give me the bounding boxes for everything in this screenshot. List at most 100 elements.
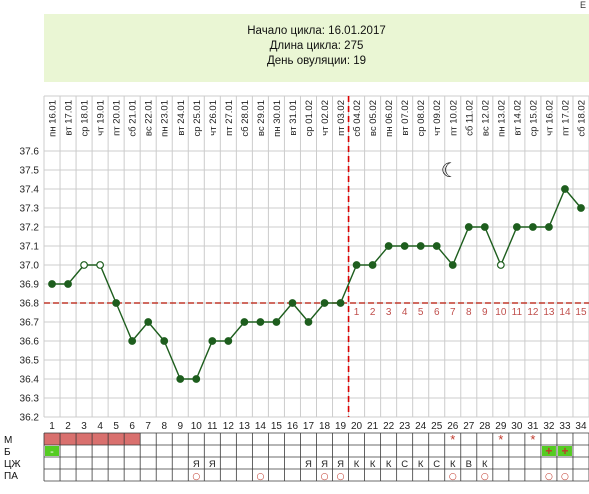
x-day-number: 23 bbox=[399, 421, 411, 432]
temperature-point bbox=[192, 375, 201, 383]
x-day-number: 9 bbox=[177, 421, 183, 432]
plus-mark: + bbox=[561, 444, 568, 458]
temperature-point bbox=[240, 318, 249, 326]
cervical-mucus-mark: Я bbox=[305, 459, 312, 470]
x-date-label: ср 25.01 bbox=[192, 100, 203, 136]
x-date-label: пн 23.01 bbox=[160, 100, 171, 137]
temperature-point bbox=[288, 299, 297, 307]
x-day-number: 10 bbox=[191, 421, 203, 432]
x-date-label: ср 18.01 bbox=[80, 100, 91, 136]
cervical-mucus-mark: Я bbox=[209, 459, 216, 470]
y-tick-label: 36.4 bbox=[20, 375, 40, 386]
temperature-point bbox=[304, 318, 313, 326]
x-date-label: сб 04.02 bbox=[352, 100, 363, 137]
intercourse-mark: ○ bbox=[337, 472, 345, 482]
temperature-point bbox=[545, 223, 553, 231]
cycle-length-text: Длина цикла: 275 bbox=[269, 40, 364, 52]
y-tick-label: 36.3 bbox=[20, 394, 40, 405]
luteal-day-number: 9 bbox=[482, 307, 488, 318]
x-day-number: 30 bbox=[511, 421, 523, 432]
y-tick-label: 36.5 bbox=[20, 356, 40, 367]
luteal-day-number: 13 bbox=[543, 307, 555, 318]
intercourse-mark: ○ bbox=[545, 472, 553, 482]
temperature-point bbox=[577, 204, 585, 212]
x-date-label: пн 30.01 bbox=[272, 100, 283, 137]
x-day-number: 29 bbox=[495, 421, 507, 432]
table-row-label: ПА bbox=[4, 471, 18, 482]
cervical-mucus-mark: К bbox=[418, 459, 424, 470]
cervical-mucus-mark: Я bbox=[321, 459, 328, 470]
luteal-day-number: 15 bbox=[575, 307, 587, 318]
intercourse-mark: ○ bbox=[449, 472, 457, 482]
temperature-point bbox=[256, 318, 265, 326]
positive-test-cell bbox=[557, 446, 572, 456]
temperature-point bbox=[352, 261, 361, 269]
x-date-label: чт 19.01 bbox=[96, 100, 107, 136]
luteal-day-number: 2 bbox=[370, 307, 376, 318]
temperature-point bbox=[336, 299, 345, 307]
x-day-number: 13 bbox=[239, 421, 251, 432]
x-date-label: пт 27.01 bbox=[224, 100, 235, 136]
x-date-label: чт 26.01 bbox=[208, 100, 219, 136]
luteal-day-number: 10 bbox=[495, 307, 507, 318]
intercourse-mark: ○ bbox=[561, 472, 569, 482]
x-day-number: 25 bbox=[431, 421, 443, 432]
luteal-day-number: 8 bbox=[466, 307, 472, 318]
star-mark: * bbox=[450, 432, 455, 447]
x-day-number: 4 bbox=[97, 421, 103, 432]
intercourse-mark: ○ bbox=[192, 472, 200, 482]
x-date-label: вс 05.02 bbox=[368, 100, 379, 136]
luteal-day-number: 12 bbox=[527, 307, 539, 318]
temperature-point bbox=[368, 261, 377, 269]
temperature-drop-cell bbox=[45, 446, 60, 456]
x-day-number: 24 bbox=[415, 421, 427, 432]
y-tick-label: 37.0 bbox=[20, 261, 40, 272]
cervical-mucus-mark: К bbox=[386, 459, 392, 470]
temperature-point-open bbox=[496, 261, 505, 269]
cervical-mucus-mark: Я bbox=[337, 459, 344, 470]
x-day-number: 18 bbox=[319, 421, 331, 432]
x-day-number: 8 bbox=[161, 421, 167, 432]
y-tick-label: 37.6 bbox=[20, 147, 40, 158]
cervical-mucus-mark: С bbox=[433, 459, 440, 470]
temperature-point bbox=[384, 242, 393, 250]
x-day-number: 3 bbox=[81, 421, 87, 432]
y-tick-label: 36.6 bbox=[20, 337, 40, 348]
temperature-point-open bbox=[96, 261, 105, 269]
x-day-number: 33 bbox=[559, 421, 571, 432]
x-date-label: сб 11.02 bbox=[464, 100, 475, 136]
x-date-label: чт 02.02 bbox=[320, 100, 331, 136]
table-row-label: Б bbox=[4, 447, 11, 458]
star-mark: * bbox=[530, 432, 535, 447]
y-tick-label: 37.2 bbox=[20, 223, 40, 234]
x-date-label: чт 09.02 bbox=[432, 100, 443, 136]
y-tick-label: 37.1 bbox=[20, 242, 40, 253]
temperature-point bbox=[464, 223, 473, 231]
temperature-point bbox=[400, 242, 409, 250]
cervical-mucus-mark: С bbox=[401, 459, 408, 470]
cervical-mucus-mark: В bbox=[466, 459, 472, 470]
corner-mark: Е bbox=[580, 0, 587, 10]
y-tick-label: 37.4 bbox=[20, 185, 40, 196]
temperature-point bbox=[144, 318, 153, 326]
temperature-point bbox=[64, 280, 72, 288]
temperature-point bbox=[561, 185, 569, 193]
x-date-label: сб 21.01 bbox=[128, 100, 139, 137]
intercourse-mark: ○ bbox=[321, 472, 329, 482]
x-date-label: вт 24.01 bbox=[176, 100, 187, 136]
cervical-mucus-mark: К bbox=[354, 459, 360, 470]
x-day-number: 1 bbox=[49, 421, 55, 432]
x-day-number: 2 bbox=[65, 421, 71, 432]
temperature-point bbox=[128, 337, 137, 345]
x-day-number: 12 bbox=[223, 421, 235, 432]
y-tick-label: 36.9 bbox=[20, 280, 40, 291]
x-date-label: пт 17.02 bbox=[560, 100, 571, 136]
cycle-start-text: Начало цикла: 16.01.2017 bbox=[247, 25, 386, 37]
x-date-label: пн 06.02 bbox=[384, 100, 395, 137]
x-day-number: 26 bbox=[447, 421, 459, 432]
x-date-label: вс 22.01 bbox=[144, 100, 155, 136]
temperature-point bbox=[416, 242, 425, 250]
x-date-label: вс 29.01 bbox=[256, 100, 267, 136]
luteal-day-number: 3 bbox=[386, 307, 392, 318]
